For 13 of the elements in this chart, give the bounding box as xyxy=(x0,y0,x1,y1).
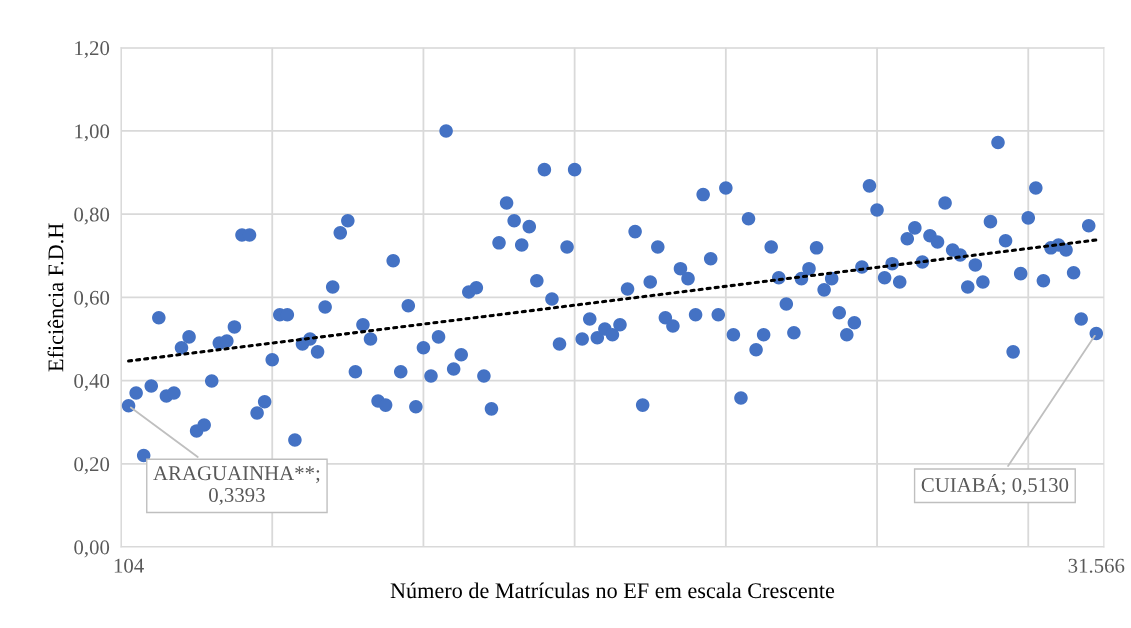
y-tick-label: 1,00 xyxy=(75,124,110,142)
annotation: ARAGUAINHA**; 0,3393 xyxy=(153,466,320,505)
y-tick-label: 1,20 xyxy=(75,41,110,59)
y-tick-label: 0,00 xyxy=(74,540,110,558)
y-tick-label: 0,80 xyxy=(74,207,110,225)
y-tick-label: 0,40 xyxy=(74,373,110,391)
annotation: CUIABÁ; 0,5130 xyxy=(921,473,1069,496)
y-tick-label: 0,60 xyxy=(74,290,110,308)
x-tick-label: 31.566 xyxy=(1068,558,1125,573)
x-tick-label: 104 xyxy=(114,558,144,573)
x-axis-title: Número de Matrículas no EF em escala Crescente xyxy=(390,582,835,599)
y-tick-label: 0,20 xyxy=(74,457,110,475)
y-axis-title: Eficiência F.D.H xyxy=(47,223,64,372)
